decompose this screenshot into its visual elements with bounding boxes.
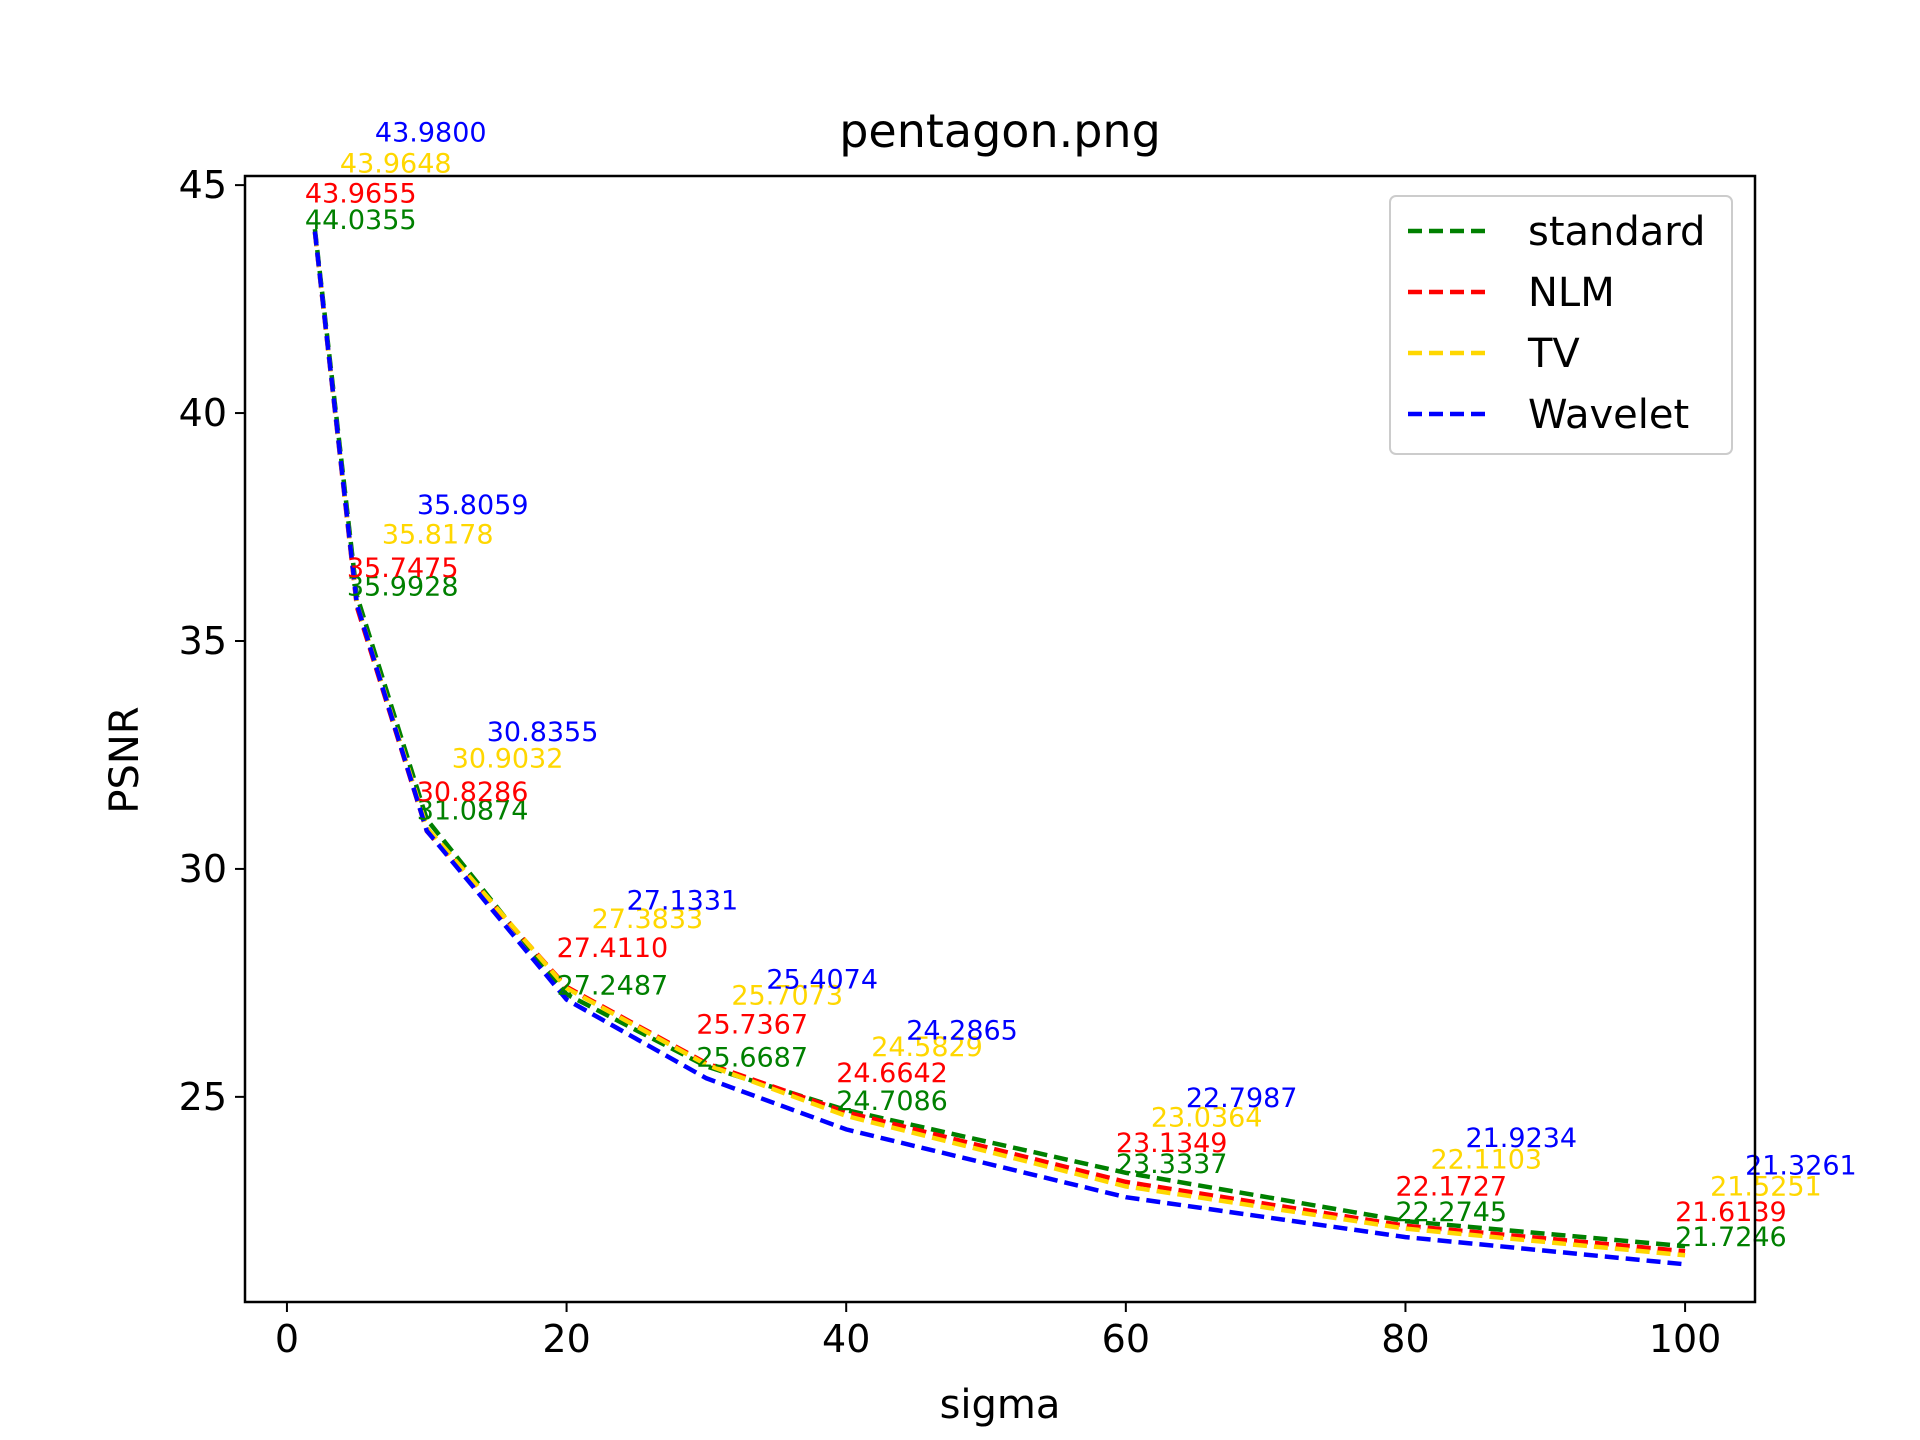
data-label-wavelet: 35.8059: [417, 490, 529, 521]
legend-label-standard: standard: [1528, 209, 1705, 255]
data-label-standard: 44.0355: [305, 205, 417, 236]
data-label-tv: 43.9648: [340, 148, 452, 179]
data-label-tv: 30.9032: [452, 744, 564, 775]
x-tick-label: 20: [542, 1317, 590, 1361]
data-label-nlm: 43.9655: [305, 178, 417, 209]
data-label-tv: 23.0364: [1151, 1102, 1263, 1133]
data-label-standard: 24.7086: [836, 1086, 948, 1117]
axis-ticks: 0 20 40 60 80 100 25 30 35 40 45: [179, 163, 1722, 1361]
data-label-wavelet: 22.7987: [1186, 1083, 1298, 1114]
x-axis-label: sigma: [940, 1382, 1061, 1428]
data-label-standard: 31.0874: [417, 795, 529, 826]
legend-box: [1389, 195, 1733, 455]
series-line-wavelet: [312, 231, 1686, 1267]
data-label-standard: 23.3337: [1116, 1149, 1228, 1180]
data-label-wavelet: 30.8355: [487, 717, 599, 748]
data-label-wavelet: 21.3261: [1745, 1150, 1857, 1181]
x-tick-label: 40: [822, 1317, 870, 1361]
data-label-tv: 35.8178: [382, 520, 494, 551]
legend-label-wavelet: Wavelet: [1528, 392, 1689, 438]
data-label-tv: 21.5251: [1710, 1171, 1822, 1202]
data-label-nlm: 30.8286: [417, 777, 529, 808]
y-tick-label: 45: [179, 163, 227, 207]
data-label-nlm: 24.6642: [836, 1058, 948, 1089]
data-label-standard: 27.2487: [557, 970, 669, 1001]
data-label-nlm: 25.7367: [696, 1009, 808, 1040]
data-label-tv: 25.7073: [731, 981, 843, 1012]
data-label-tv: 24.5829: [871, 1032, 983, 1063]
y-tick-label: 35: [179, 619, 227, 663]
data-label-standard: 21.7246: [1675, 1222, 1787, 1253]
data-label-wavelet: 24.2865: [906, 1015, 1018, 1046]
x-tick-label: 0: [275, 1317, 299, 1361]
series-line-nlm: [312, 232, 1686, 1254]
data-label-nlm: 21.6139: [1675, 1197, 1787, 1228]
legend-label-nlm: NLM: [1528, 270, 1615, 316]
legend-label-tv: TV: [1527, 331, 1580, 377]
data-label-nlm: 23.1349: [1116, 1128, 1228, 1159]
legend: standard NLM TV Wavelet: [1389, 195, 1733, 455]
x-tick-label: 60: [1102, 1317, 1150, 1361]
y-tick-label: 30: [179, 847, 227, 891]
y-axis-label: PSNR: [102, 706, 148, 813]
data-label-wavelet: 25.4074: [766, 964, 878, 995]
x-tick-label: 100: [1649, 1317, 1722, 1361]
data-label-tv: 27.3833: [592, 904, 704, 935]
data-label-tv: 22.1103: [1430, 1145, 1542, 1176]
y-tick-label: 25: [179, 1075, 227, 1119]
data-label-nlm: 22.1727: [1395, 1172, 1507, 1203]
data-label-standard: 22.2745: [1395, 1197, 1507, 1228]
data-label-standard: 35.9928: [347, 572, 459, 603]
data-label-standard: 25.6687: [696, 1042, 808, 1073]
series-line-standard: [312, 228, 1686, 1249]
axes-frame: [243, 174, 1757, 1304]
data-label-wavelet: 21.9234: [1465, 1123, 1577, 1154]
data-label-nlm: 27.4110: [557, 933, 669, 964]
x-tick-label: 80: [1381, 1317, 1429, 1361]
chart-title: pentagon.png: [839, 104, 1161, 158]
data-label-nlm: 35.7475: [347, 553, 459, 584]
data-label-wavelet: 27.1331: [627, 886, 739, 917]
y-tick-label: 40: [179, 391, 227, 435]
data-label-wavelet: 43.9800: [375, 118, 487, 149]
plot-area: 44.0355 35.9928 31.0874 27.2487 25.6687 24.70…: [305, 118, 1857, 1267]
